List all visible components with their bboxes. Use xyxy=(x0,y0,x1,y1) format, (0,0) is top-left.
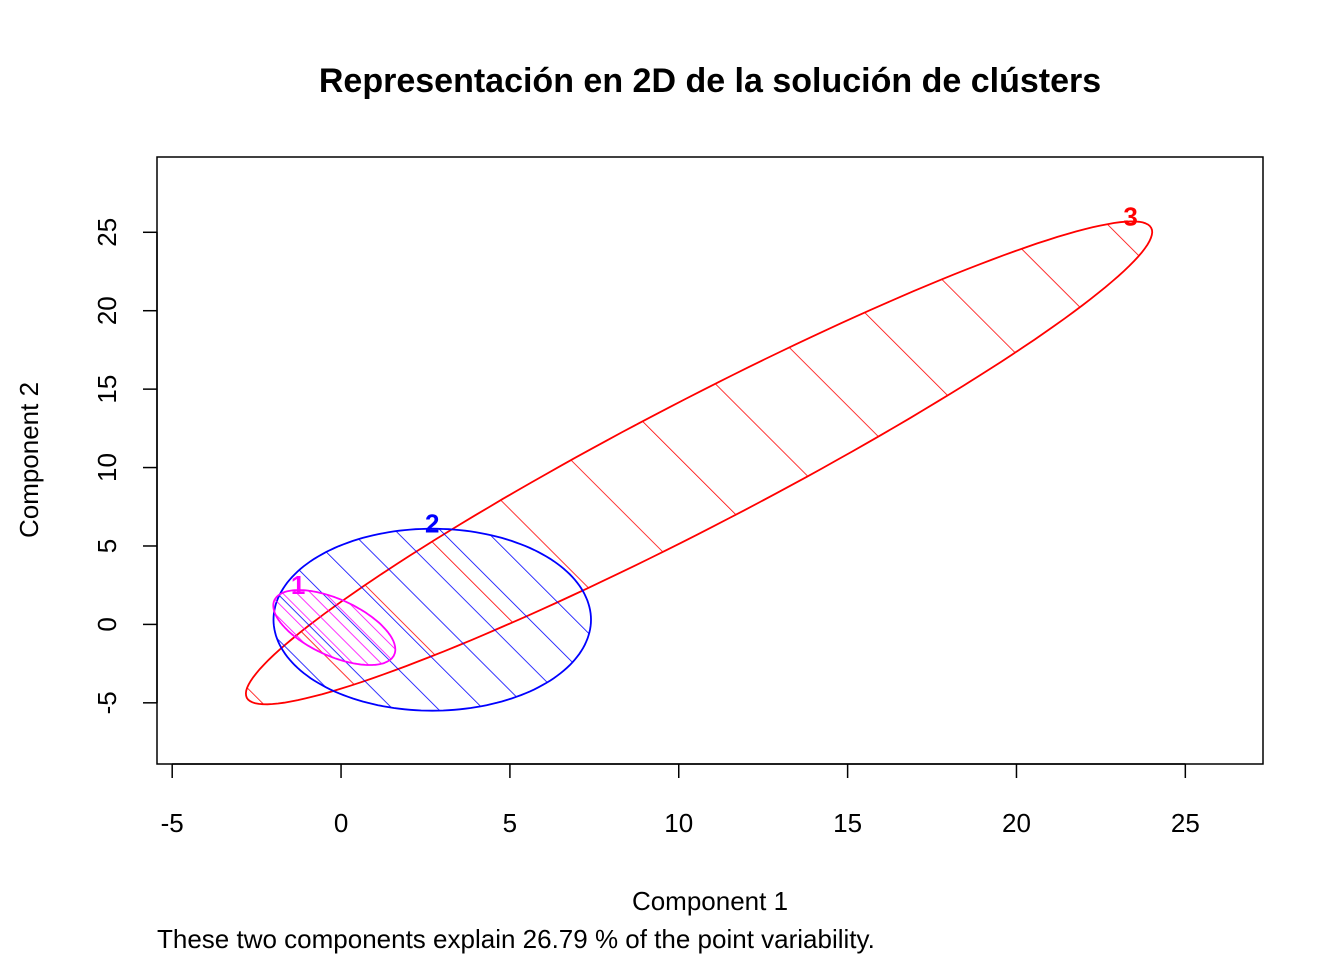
cluster-ellipses xyxy=(244,220,1154,712)
y-tick-label: 0 xyxy=(92,617,122,631)
cluster-2-ellipse xyxy=(272,527,592,712)
cluster-1-label: 1 xyxy=(291,570,305,600)
x-tick-label: -5 xyxy=(161,808,184,838)
y-tick-label: 5 xyxy=(92,539,122,553)
y-tick-label: -5 xyxy=(92,691,122,714)
x-tick-label: 25 xyxy=(1171,808,1200,838)
y-tick-label: 15 xyxy=(92,375,122,404)
y-tick-label: 10 xyxy=(92,453,122,482)
y-tick-label: 20 xyxy=(92,296,122,325)
cluster-3-label: 3 xyxy=(1123,201,1137,231)
cluster-2-label: 2 xyxy=(425,509,439,539)
chart-title: Representación en 2D de la solución de c… xyxy=(319,62,1101,100)
x-axis: -5 0 5 10 15 20 25 xyxy=(161,763,1200,838)
y-tick-label: 25 xyxy=(92,218,122,247)
x-axis-title: Component 1 xyxy=(632,886,788,916)
x-tick-label: 5 xyxy=(503,808,517,838)
y-axis-title: Component 2 xyxy=(14,382,44,538)
variability-note: These two components explain 26.79 % of … xyxy=(157,924,875,954)
y-axis: -5 0 5 10 15 20 25 xyxy=(92,218,158,714)
x-tick-label: 10 xyxy=(664,808,693,838)
cluster-labels: 3 2 1 xyxy=(291,201,1138,600)
cluster-1-ellipse xyxy=(272,589,397,666)
x-tick-label: 20 xyxy=(1002,808,1031,838)
x-tick-label: 0 xyxy=(334,808,348,838)
x-tick-label: 15 xyxy=(833,808,862,838)
